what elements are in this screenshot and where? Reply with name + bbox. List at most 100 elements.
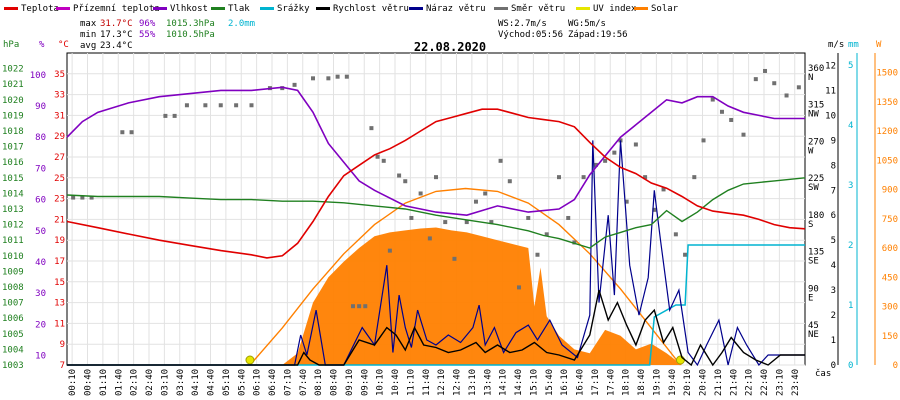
y-tick-deg: 225 — [808, 174, 824, 184]
wind-direction-point — [350, 304, 355, 309]
legend-swatch — [56, 7, 70, 10]
y-tick-degc: 9 — [60, 340, 65, 350]
wind-direction-point — [203, 103, 208, 108]
x-tick-label: 17:40 — [606, 369, 616, 396]
y-tick-ms: 7 — [831, 186, 836, 196]
wind-direction-point — [403, 179, 408, 184]
wind-direction-point — [80, 195, 85, 200]
legend-swatch — [316, 7, 330, 10]
wind-direction-point — [120, 130, 125, 135]
y-tick-ms: 4 — [831, 261, 836, 271]
legend: Teplota Přízemní teplota Vlhkost Tlak Srážky… — [4, 4, 679, 14]
y-tick-deg: 360 — [808, 64, 824, 74]
y-tick-hpa: 1009 — [2, 267, 24, 277]
wind-direction-point — [292, 82, 297, 87]
sun-marker — [245, 355, 255, 365]
wind-direction-point — [443, 220, 448, 225]
series-wind-gust — [67, 140, 805, 367]
wind-direction-point — [369, 126, 374, 131]
wind-direction-point — [473, 199, 478, 204]
wind-direction-point — [163, 113, 168, 118]
wind-direction-point — [335, 74, 340, 79]
chart-title: 22.08.2020 — [414, 40, 486, 54]
wind-direction-point — [89, 195, 94, 200]
stat-sunset: Západ:19:56 — [568, 30, 628, 40]
wind-direction-point — [434, 175, 438, 180]
x-tick-label: 16:10 — [560, 369, 570, 396]
y-tick-degc: 19 — [54, 236, 65, 246]
wind-direction-point — [427, 236, 432, 241]
y-tick-hpa: 1019 — [2, 111, 24, 121]
y-tick-pct: 20 — [35, 320, 46, 330]
wind-direction-point — [643, 175, 648, 180]
plot-area — [66, 68, 806, 367]
wind-direction-point — [741, 132, 746, 137]
y-tick-ms: 8 — [831, 161, 836, 171]
series-solar-theoretical — [249, 187, 682, 366]
x-tick-label: 07:10 — [283, 369, 293, 396]
y-tick-w: 450 — [882, 273, 898, 283]
y-tick-pct: 70 — [35, 164, 46, 174]
x-tick-label: 20:40 — [699, 369, 709, 396]
y-tick-hpa: 1010 — [2, 252, 24, 262]
wind-direction-point — [526, 215, 531, 220]
wind-direction-point — [572, 240, 577, 245]
x-tick-label: 04:10 — [191, 369, 201, 396]
y-tick-hpa: 1018 — [2, 127, 24, 137]
stat-sunrise: Východ:05:56 — [498, 30, 563, 40]
x-tick-label: 07:40 — [299, 369, 309, 396]
stat-avg-temp: 23.4°C — [100, 41, 133, 51]
axis-label-mm: mm — [848, 40, 859, 50]
wind-direction-point — [409, 215, 414, 220]
y-tick-w: 1200 — [876, 127, 898, 137]
wind-direction-point — [357, 304, 362, 309]
wind-direction-point — [464, 220, 469, 225]
wind-direction-point — [397, 173, 402, 178]
y-tick-hpa: 1013 — [2, 205, 24, 215]
wind-direction-point — [652, 207, 657, 212]
stats-block: max 31.7°C 96% 1015.3hPa 2.0mm min 17.3°… — [80, 19, 628, 51]
stat-min-press: 1010.5hPa — [166, 30, 215, 40]
y-tick-w: 1050 — [876, 156, 898, 166]
legend-label: Náraz větru — [426, 4, 486, 14]
x-tick-label: 15:10 — [529, 369, 539, 396]
y-tick-deg: 90 — [808, 284, 819, 294]
series-wind-speed — [67, 289, 805, 367]
series-pressure — [66, 177, 806, 249]
wind-direction-point — [184, 103, 189, 108]
wind-direction-point — [729, 117, 734, 122]
wind-direction-point — [129, 130, 134, 135]
x-tick-label: 01:10 — [99, 369, 109, 396]
x-tick-label: 08:40 — [330, 369, 340, 396]
wind-direction-point — [683, 252, 688, 257]
legend-label: Tlak — [228, 4, 250, 14]
y-tick-degc: 29 — [54, 132, 65, 142]
y-tick-mm: 5 — [848, 61, 853, 71]
stat-min-temp: 17.3°C — [100, 30, 133, 40]
x-tick-label: 21:10 — [714, 369, 724, 396]
y-tick-deg-letter: NE — [808, 330, 819, 340]
wind-direction-point — [557, 175, 561, 180]
y-tick-ms: 0 — [831, 361, 836, 371]
x-tick-label: 17:10 — [591, 369, 601, 396]
wind-direction-point — [375, 154, 380, 159]
stat-max-temp: 31.7°C — [100, 19, 133, 29]
x-tick-label: 05:40 — [237, 369, 247, 396]
y-tick-degc: 13 — [54, 299, 65, 309]
x-tick-label: 03:10 — [160, 369, 170, 396]
y-tick-hpa: 1006 — [2, 314, 24, 324]
y-tick-degc: 27 — [54, 153, 65, 163]
x-tick-label: 01:40 — [114, 369, 124, 396]
x-tick-label: 20:10 — [683, 369, 693, 396]
wind-direction-point — [581, 175, 586, 180]
legend-swatch — [494, 7, 508, 10]
y-tick-ms: 1 — [831, 336, 836, 346]
x-tick-label: 10:40 — [391, 369, 401, 396]
y-tick-deg-letter: W — [808, 146, 814, 156]
legend-label: UV index — [593, 4, 637, 14]
x-tick-label: 23:10 — [775, 369, 785, 396]
stat-wind-gust: WG:5m/s — [568, 19, 606, 29]
y-tick-hpa: 1021 — [2, 80, 24, 90]
wind-direction-point — [311, 76, 315, 81]
x-tick-label: 00:10 — [68, 369, 78, 396]
